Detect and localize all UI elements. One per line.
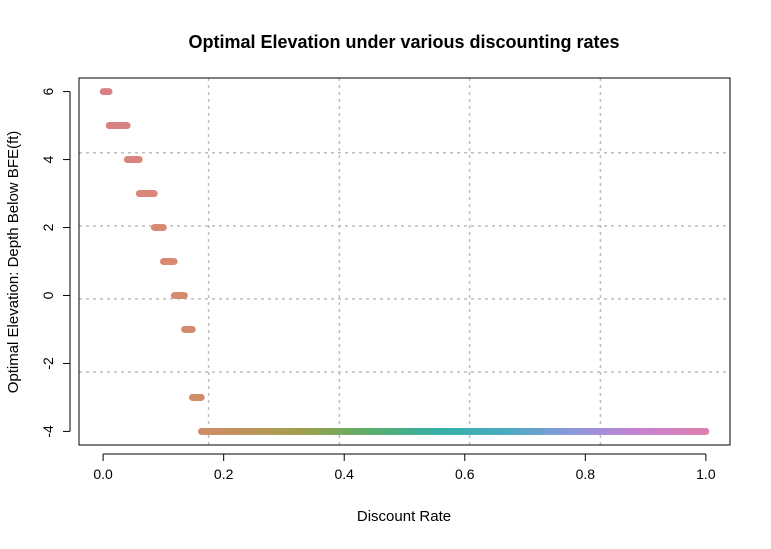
y-tick-label: -2 [40,357,56,370]
x-tick-label: 0.2 [214,466,234,482]
x-tick-label: 0.8 [576,466,596,482]
y-axis: -4 -2 0 2 4 6 [40,87,71,438]
y-tick-label: -4 [40,425,56,438]
x-axis-label: Discount Rate [357,508,451,525]
data-point [702,428,710,435]
y-tick-label: 4 [40,155,56,163]
data-point [188,326,196,333]
x-tick-label: 0.4 [334,466,354,482]
data-points [99,88,710,435]
data-point [197,394,205,401]
x-tick-label: 0.6 [455,466,475,482]
y-tick-label: 6 [40,87,56,95]
data-point [123,122,131,129]
grid [79,78,730,445]
data-point [135,156,143,163]
data-point [170,258,178,265]
y-axis-label: Optimal Elevation: Depth Below BFE(ft) [5,131,22,394]
y-tick-label: 2 [40,223,56,231]
x-tick-label: 1.0 [696,466,716,482]
data-point [150,190,158,197]
chart-title: Optimal Elevation under various discount… [188,32,619,52]
x-axis: 0.0 0.2 0.4 0.6 0.8 1.0 [93,453,716,482]
data-point [159,224,167,231]
y-tick-label: 0 [40,291,56,299]
data-point [181,292,188,299]
x-tick-label: 0.0 [93,466,113,482]
data-point [105,88,113,95]
plot-frame [78,77,731,446]
